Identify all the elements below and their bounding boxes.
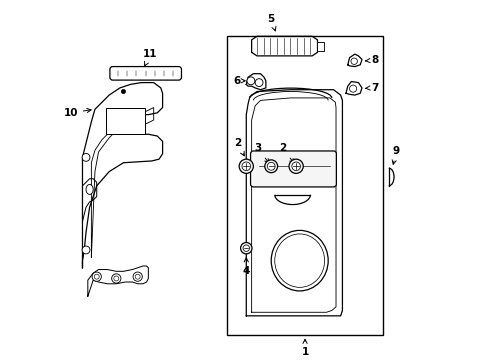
Circle shape — [246, 77, 254, 85]
Circle shape — [242, 162, 250, 171]
Circle shape — [240, 243, 251, 254]
Circle shape — [267, 162, 275, 170]
Circle shape — [291, 162, 300, 171]
Ellipse shape — [274, 234, 324, 287]
Text: 6: 6 — [233, 76, 244, 86]
Circle shape — [350, 58, 357, 64]
Text: 11: 11 — [142, 49, 157, 66]
Circle shape — [288, 159, 303, 174]
Circle shape — [349, 85, 356, 92]
Circle shape — [264, 160, 277, 173]
FancyBboxPatch shape — [250, 151, 336, 187]
Bar — [105, 108, 144, 134]
Circle shape — [82, 246, 90, 254]
Ellipse shape — [271, 230, 327, 291]
Circle shape — [255, 79, 263, 86]
Text: 2: 2 — [233, 139, 244, 156]
Circle shape — [94, 274, 99, 279]
Text: 5: 5 — [267, 14, 275, 31]
Text: 7: 7 — [365, 82, 378, 93]
Text: 3: 3 — [254, 143, 268, 163]
Text: 4: 4 — [242, 258, 249, 276]
Text: 1: 1 — [301, 339, 308, 357]
Circle shape — [133, 272, 142, 281]
Circle shape — [92, 272, 101, 281]
Bar — [317, 42, 323, 50]
Text: 2: 2 — [279, 143, 293, 163]
Circle shape — [111, 274, 121, 283]
Circle shape — [114, 276, 119, 281]
Bar — [226, 36, 383, 336]
Circle shape — [135, 274, 140, 279]
Circle shape — [121, 89, 125, 94]
Circle shape — [243, 245, 249, 251]
Text: 9: 9 — [391, 145, 399, 164]
Circle shape — [239, 159, 253, 174]
Ellipse shape — [86, 184, 93, 194]
Text: 8: 8 — [365, 55, 377, 65]
Circle shape — [82, 153, 90, 161]
Text: 10: 10 — [63, 108, 91, 118]
FancyBboxPatch shape — [110, 67, 181, 80]
